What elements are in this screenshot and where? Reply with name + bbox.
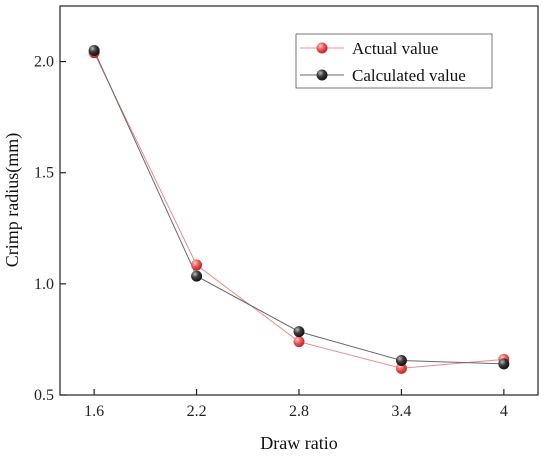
series-lines [93, 50, 504, 369]
x-tick-label: 2.8 [289, 403, 309, 420]
legend-label: Calculated value [352, 66, 466, 85]
x-axis-title: Draw ratio [260, 433, 337, 453]
series-points [88, 44, 510, 374]
legend-marker [316, 69, 328, 81]
data-point [191, 270, 203, 282]
x-tick-label: 1.6 [84, 403, 104, 420]
y-tick-label: 2.0 [34, 54, 54, 71]
x-tick-label: 3.4 [391, 403, 411, 420]
legend-label: Actual value [352, 39, 438, 58]
series-line-1 [93, 50, 504, 365]
legend-box [295, 33, 493, 89]
data-point [293, 326, 305, 338]
data-point [395, 355, 407, 367]
y-tick-label: 1.0 [34, 276, 54, 293]
data-point [293, 336, 305, 348]
y-axis-title: Crimp radius(mm) [2, 133, 23, 267]
data-point [498, 358, 510, 370]
data-point [191, 259, 203, 271]
x-axis-ticks: 1.6 2.2 2.8 3.4 4 [84, 389, 508, 420]
y-axis-ticks: 0.5 1.0 1.5 2.0 [34, 54, 66, 404]
x-tick-label: 2.2 [187, 403, 207, 420]
y-tick-label: 0.5 [34, 387, 54, 404]
series-line-0 [93, 52, 504, 369]
data-point [395, 362, 407, 374]
legend: Actual value Calculated value [295, 33, 493, 89]
y-tick-label: 1.5 [34, 165, 54, 182]
x-tick-label: 4 [500, 403, 508, 420]
data-point [88, 44, 100, 56]
legend-marker [316, 42, 328, 54]
